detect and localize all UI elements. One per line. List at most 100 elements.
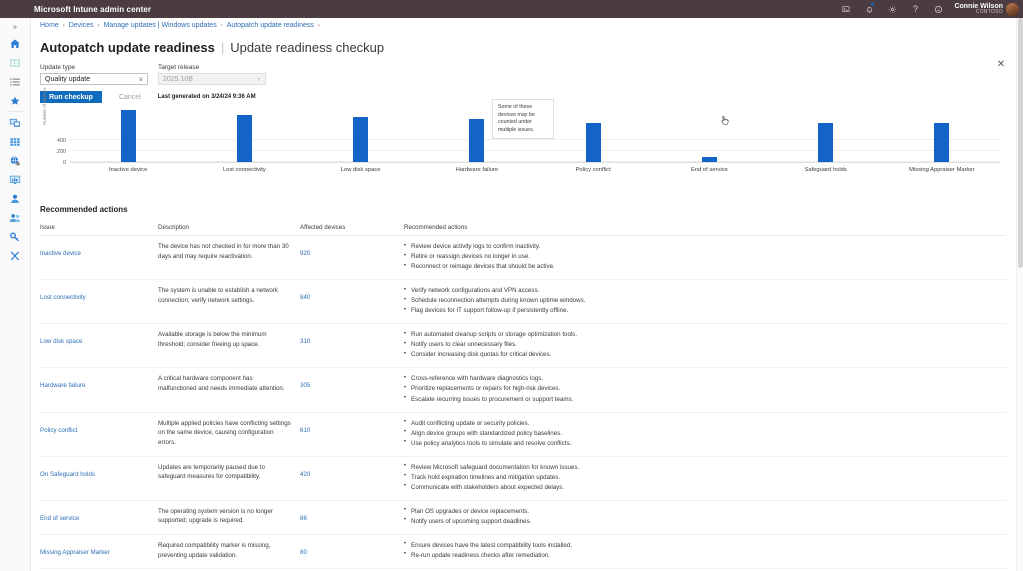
avatar[interactable] bbox=[1006, 2, 1019, 16]
recommended-actions-list: Plan OS upgrades or device replacements.… bbox=[404, 506, 1006, 527]
recommended-actions-list: Review device activity logs to confirm i… bbox=[404, 241, 1006, 272]
table-row: Low disk space Available storage is below… bbox=[40, 324, 1006, 369]
sidebar-item-endpoint-security[interactable] bbox=[0, 151, 31, 170]
cell-issue: Inactive device bbox=[40, 242, 158, 272]
settings-gear-icon[interactable] bbox=[881, 0, 903, 18]
chart-gridline bbox=[70, 138, 1000, 140]
breadcrumb-item-home[interactable]: Home bbox=[40, 22, 59, 29]
user-icon bbox=[11, 194, 19, 203]
breadcrumb-item-autopatch-update-readiness[interactable]: Autopatch update readiness bbox=[226, 22, 314, 29]
issue-link[interactable]: Missing Appraiser Marker bbox=[40, 548, 110, 556]
checkup-controls: Update type Quality update ∨ Target rele… bbox=[31, 55, 1023, 85]
scrollbar-thumb[interactable] bbox=[1018, 18, 1023, 268]
issue-link[interactable]: Hardware failure bbox=[40, 382, 86, 390]
cell-affected-devices: 920 bbox=[300, 242, 404, 272]
chart-bar[interactable] bbox=[934, 122, 950, 162]
sidebar-item-all-services[interactable] bbox=[0, 72, 31, 91]
run-checkup-button[interactable]: Run checkup bbox=[40, 91, 102, 103]
chart-y-ticks: 0 200 400 bbox=[48, 107, 68, 166]
affected-devices-link[interactable]: 310 bbox=[300, 338, 311, 346]
recommended-actions-list: Audit conflicting update or security pol… bbox=[404, 418, 1006, 449]
cell-issue: On Safeguard holds bbox=[40, 463, 158, 493]
chart-bar[interactable] bbox=[469, 119, 485, 162]
cell-affected-devices: 420 bbox=[300, 463, 404, 493]
recommended-action-item: Review device activity logs to confirm i… bbox=[404, 241, 1006, 252]
breadcrumb-item-devices[interactable]: Devices bbox=[68, 22, 94, 29]
sidebar-item-devices[interactable] bbox=[0, 113, 31, 132]
recommended-action-item: Audit conflicting update or security pol… bbox=[404, 418, 1006, 429]
sidebar-item-home[interactable] bbox=[0, 34, 31, 53]
sidebar-item-users[interactable] bbox=[0, 189, 31, 208]
breadcrumb-item-manage-updates[interactable]: Manage updates | Windows updates bbox=[103, 22, 217, 29]
recommended-action-item: Plan OS upgrades or device replacements. bbox=[404, 506, 1006, 517]
cell-affected-devices: 610 bbox=[300, 419, 404, 449]
issue-link[interactable]: Policy conflict bbox=[40, 426, 78, 434]
sidebar-item-favorites[interactable] bbox=[0, 91, 31, 110]
feedback-smiley-icon[interactable] bbox=[927, 0, 949, 18]
user-account-button[interactable]: Connie Wilson CONTOSO bbox=[950, 2, 1019, 16]
help-question-icon[interactable]: ? bbox=[912, 4, 918, 14]
affected-devices-link[interactable]: 80 bbox=[300, 548, 307, 556]
affected-devices-link[interactable]: 420 bbox=[300, 470, 311, 478]
cell-issue: Hardware failure bbox=[40, 374, 158, 404]
title-divider: | bbox=[220, 40, 225, 55]
chart-bar[interactable] bbox=[701, 157, 717, 162]
cell-description: Updates are temporarily paused due to sa… bbox=[158, 463, 265, 481]
recommended-actions-list: Verify network configurations and VPN ac… bbox=[404, 286, 1006, 316]
notifications-bell-icon[interactable] bbox=[858, 0, 880, 18]
table-row: Policy conflict Multiple applied policies… bbox=[40, 413, 1006, 457]
recommended-action-item: Reconnect or reimage devices that should… bbox=[404, 262, 1006, 272]
chart-bar[interactable] bbox=[353, 116, 369, 162]
table-row: Hardware failure A critical hardware comp… bbox=[40, 368, 1006, 413]
breadcrumb-separator: › bbox=[220, 22, 223, 29]
chevron-down-icon: ∨ bbox=[138, 76, 143, 83]
affected-devices-link[interactable]: 840 bbox=[300, 294, 311, 302]
sidebar-item-groups[interactable] bbox=[0, 208, 31, 227]
chart-annotation-tooltip: Some of these devices may be counted und… bbox=[492, 99, 554, 140]
vertical-scrollbar[interactable] bbox=[1016, 18, 1023, 571]
recommended-actions-list: Cross-reference with hardware diagnostic… bbox=[404, 374, 1006, 404]
close-icon[interactable]: ✕ bbox=[996, 58, 1006, 70]
chart-bar[interactable] bbox=[818, 122, 834, 162]
recommended-action-item: Ensure devices have the latest compatibi… bbox=[404, 540, 1006, 551]
recommended-actions-title: Recommended actions bbox=[40, 205, 128, 214]
chart-y-tick-label: 200 bbox=[56, 148, 66, 155]
sidebar-item-reports[interactable] bbox=[0, 170, 31, 189]
cell-issue: End of service bbox=[40, 507, 158, 527]
chart-bar[interactable] bbox=[120, 110, 136, 162]
cell-description: Multiple applied policies have conflicti… bbox=[158, 419, 291, 446]
table-row: End of service The operating system versi… bbox=[40, 501, 1006, 535]
update-type-label: Update type bbox=[40, 64, 76, 71]
issue-link[interactable]: Low disk space bbox=[40, 338, 83, 346]
issue-link[interactable]: On Safeguard holds bbox=[40, 470, 96, 478]
issue-link[interactable]: End of service bbox=[40, 514, 80, 522]
update-type-select[interactable]: Quality update ∨ bbox=[40, 73, 148, 85]
sidebar-item-tenant-administration[interactable] bbox=[0, 227, 31, 246]
chart-bar[interactable] bbox=[236, 114, 252, 162]
cloud-shell-icon[interactable] bbox=[835, 0, 857, 18]
apps-grid-icon bbox=[10, 137, 20, 146]
update-type-value: Quality update bbox=[45, 75, 91, 83]
cell-description: The operating system version is no longe… bbox=[158, 507, 273, 525]
sidebar-item-troubleshooting-support[interactable] bbox=[0, 246, 31, 265]
issue-link[interactable]: Inactive device bbox=[40, 250, 81, 257]
cell-recommended-actions: Ensure devices have the latest compatibi… bbox=[404, 540, 1006, 561]
affected-devices-link[interactable]: 920 bbox=[300, 250, 311, 257]
recommended-action-item: Flag devices for IT support follow-up if… bbox=[404, 306, 1006, 316]
cell-description: The device has not checked in for more t… bbox=[158, 243, 289, 260]
topbar-actions: ? Connie Wilson CONTOSO bbox=[835, 0, 1023, 18]
user-identity: Connie Wilson CONTOSO bbox=[954, 3, 1003, 16]
cell-description: Available storage is below the minimum t… bbox=[158, 331, 267, 348]
sidebar-item-dashboard[interactable] bbox=[0, 53, 31, 72]
affected-devices-link[interactable]: 610 bbox=[300, 426, 311, 434]
cancel-button: Cancel bbox=[110, 91, 150, 103]
readiness-bar-chart: Number of devices 0 200 400 Inactive devic… bbox=[40, 87, 1000, 189]
recommended-action-item: Consider increasing disk quotas for crit… bbox=[404, 350, 1006, 360]
troubleshooting-wrench-icon bbox=[10, 251, 20, 260]
affected-devices-link[interactable]: 305 bbox=[300, 382, 311, 390]
sidebar-item-apps[interactable] bbox=[0, 132, 31, 151]
chart-bar[interactable] bbox=[585, 123, 601, 162]
issue-link[interactable]: Lost connectivity bbox=[40, 294, 86, 302]
affected-devices-link[interactable]: 86 bbox=[300, 514, 307, 522]
nav-expand-toggle[interactable]: » bbox=[13, 23, 17, 31]
